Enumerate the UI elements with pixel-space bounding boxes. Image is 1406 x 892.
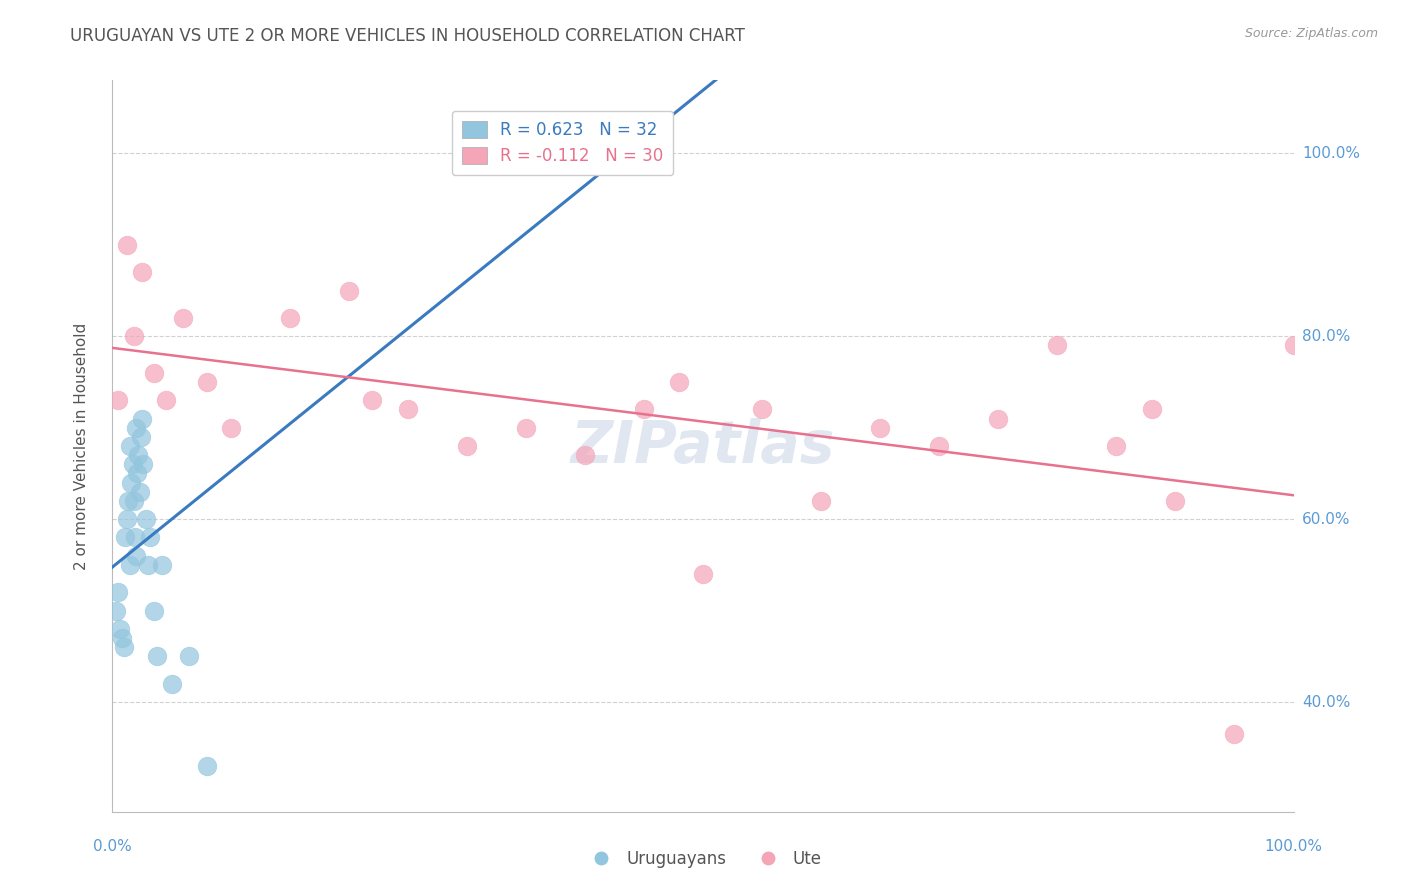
Y-axis label: 2 or more Vehicles in Household: 2 or more Vehicles in Household: [75, 322, 89, 570]
Point: [515, 421, 537, 435]
Point: [125, 421, 148, 435]
Point: [127, 448, 149, 462]
Point: [668, 375, 690, 389]
Point: [105, 603, 128, 617]
Legend: Uruguayans, Ute: Uruguayans, Ute: [578, 844, 828, 875]
Point: [155, 393, 177, 408]
Point: [115, 512, 138, 526]
Point: [127, 467, 149, 481]
Point: [142, 366, 165, 380]
Point: [172, 310, 194, 325]
Point: [195, 759, 218, 773]
Point: [179, 649, 201, 664]
Point: [160, 676, 183, 690]
Text: 40.0%: 40.0%: [1302, 695, 1350, 709]
Point: [503, 146, 526, 161]
Point: [751, 402, 773, 417]
Text: 80.0%: 80.0%: [1302, 329, 1350, 343]
Point: [120, 439, 142, 453]
Text: ZIPatlas: ZIPatlas: [571, 417, 835, 475]
Point: [869, 421, 891, 435]
Text: 100.0%: 100.0%: [1264, 839, 1323, 855]
Text: 60.0%: 60.0%: [1302, 512, 1350, 526]
Point: [132, 457, 155, 471]
Point: [1105, 439, 1128, 453]
Point: [361, 393, 384, 408]
Point: [1164, 494, 1187, 508]
Point: [195, 375, 218, 389]
Point: [115, 237, 138, 252]
Point: [128, 484, 150, 499]
Point: [122, 494, 145, 508]
Point: [396, 402, 419, 417]
Point: [146, 649, 169, 664]
Point: [129, 430, 152, 444]
Point: [456, 439, 478, 453]
Text: URUGUAYAN VS UTE 2 OR MORE VEHICLES IN HOUSEHOLD CORRELATION CHART: URUGUAYAN VS UTE 2 OR MORE VEHICLES IN H…: [70, 27, 745, 45]
Point: [124, 530, 146, 544]
Point: [112, 640, 135, 655]
Point: [131, 411, 153, 425]
Point: [1046, 338, 1069, 352]
Point: [136, 558, 159, 572]
Point: [121, 457, 143, 471]
Point: [928, 439, 950, 453]
Point: [131, 265, 153, 279]
Point: [139, 530, 162, 544]
Point: [114, 530, 136, 544]
Point: [1223, 727, 1246, 741]
Point: [987, 411, 1010, 425]
Point: [337, 284, 360, 298]
Text: Source: ZipAtlas.com: Source: ZipAtlas.com: [1244, 27, 1378, 40]
Point: [107, 585, 129, 599]
Point: [142, 603, 165, 617]
Point: [107, 393, 129, 408]
Point: [120, 558, 142, 572]
Point: [1282, 338, 1305, 352]
Text: 100.0%: 100.0%: [1302, 146, 1360, 161]
Point: [278, 310, 301, 325]
Point: [117, 494, 139, 508]
Legend: R = 0.623   N = 32, R = -0.112   N = 30: R = 0.623 N = 32, R = -0.112 N = 30: [451, 111, 673, 175]
Point: [692, 567, 714, 582]
Point: [150, 558, 173, 572]
Point: [574, 448, 596, 462]
Text: 0.0%: 0.0%: [93, 839, 132, 855]
Point: [125, 549, 148, 563]
Point: [1140, 402, 1163, 417]
Point: [135, 512, 157, 526]
Point: [108, 622, 131, 636]
Point: [219, 421, 242, 435]
Point: [122, 329, 145, 343]
Point: [120, 475, 142, 490]
Point: [810, 494, 832, 508]
Point: [633, 402, 655, 417]
Point: [111, 631, 134, 645]
